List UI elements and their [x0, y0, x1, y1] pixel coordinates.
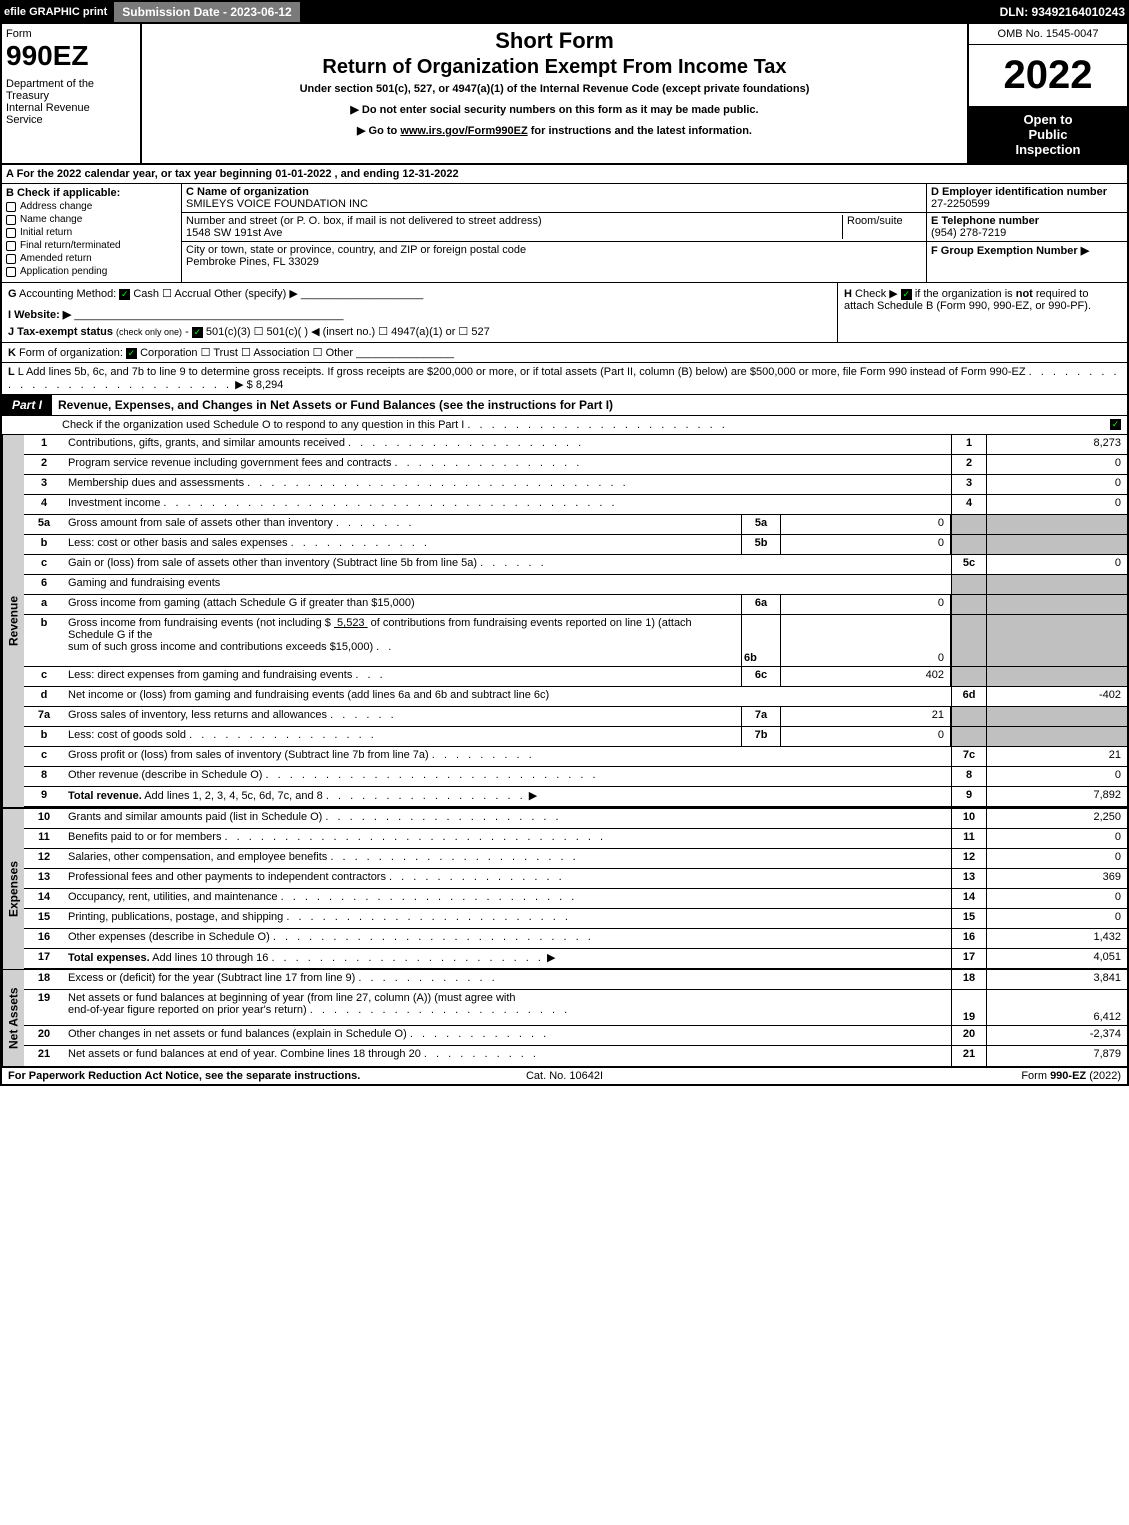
line-13: 13 Professional fees and other payments … — [24, 869, 1127, 889]
header-right: OMB No. 1545-0047 2022 Open to Public In… — [967, 24, 1127, 163]
section-b: B Check if applicable: Address change Na… — [2, 184, 182, 282]
phone-value: (954) 278-7219 — [931, 227, 1006, 239]
dept-info: Department of theTreasuryInternal Revenu… — [6, 78, 136, 126]
expenses-side-label: Expenses — [2, 809, 24, 969]
line-4: 4 Investment income . . . . . . . . . . … — [24, 495, 1127, 515]
street-label: Number and street (or P. O. box, if mail… — [186, 215, 542, 227]
check-initial-return[interactable]: Initial return — [6, 227, 177, 238]
section-k: K Form of organization: ✓ Corporation ☐ … — [0, 343, 1129, 363]
check-name-change[interactable]: Name change — [6, 214, 177, 225]
section-l: L L Add lines 5b, 6c, and 7b to line 9 t… — [0, 363, 1129, 395]
open-line3: Inspection — [1015, 142, 1080, 157]
line-11: 11 Benefits paid to or for members . . .… — [24, 829, 1127, 849]
return-title: Return of Organization Exempt From Incom… — [150, 56, 959, 79]
line-6c: c Less: direct expenses from gaming and … — [24, 667, 1127, 687]
line-5a: 5a Gross amount from sale of assets othe… — [24, 515, 1127, 535]
check-application-pending[interactable]: Application pending — [6, 266, 177, 277]
part1-title: Revenue, Expenses, and Changes in Net As… — [52, 395, 1127, 415]
omb-number: OMB No. 1545-0047 — [969, 24, 1127, 45]
ein-value: 27-2250599 — [931, 198, 990, 210]
footer: For Paperwork Reduction Act Notice, see … — [0, 1067, 1129, 1086]
header-center: Short Form Return of Organization Exempt… — [142, 24, 967, 163]
line-1: 1 Contributions, gifts, grants, and simi… — [24, 435, 1127, 455]
check-amended-return[interactable]: Amended return — [6, 253, 177, 264]
line-6d: d Net income or (loss) from gaming and f… — [24, 687, 1127, 707]
line-6: 6 Gaming and fundraising events — [24, 575, 1127, 595]
line-15: 15 Printing, publications, postage, and … — [24, 909, 1127, 929]
line-5b: b Less: cost or other basis and sales ex… — [24, 535, 1127, 555]
form-number: 990EZ — [6, 40, 136, 72]
efile-label: efile GRAPHIC print — [4, 6, 107, 18]
section-a: A For the 2022 calendar year, or tax yea… — [0, 165, 1129, 184]
revenue-side-label: Revenue — [2, 435, 24, 807]
netassets-side-label: Net Assets — [2, 970, 24, 1066]
line-7c: c Gross profit or (loss) from sales of i… — [24, 747, 1127, 767]
form-label: Form — [6, 28, 136, 40]
line-5c: c Gain or (loss) from sale of assets oth… — [24, 555, 1127, 575]
footer-left: For Paperwork Reduction Act Notice, see … — [8, 1070, 379, 1082]
section-de: D Employer identification number 27-2250… — [927, 184, 1127, 282]
line-7b: b Less: cost of goods sold . . . . . . .… — [24, 727, 1127, 747]
short-form-title: Short Form — [150, 28, 959, 54]
instruction-2: ▶ Go to www.irs.gov/Form990EZ for instru… — [150, 124, 959, 137]
open-to-public: Open to Public Inspection — [969, 106, 1127, 163]
section-h: H Check ▶ ✓ if the organization is not r… — [837, 283, 1127, 342]
section-c: C Name of organization SMILEYS VOICE FOU… — [182, 184, 927, 282]
expenses-section: Expenses 10 Grants and similar amounts p… — [0, 807, 1129, 969]
city-value: Pembroke Pines, FL 33029 — [186, 256, 319, 268]
section-b-title: B Check if applicable: — [6, 187, 177, 199]
header-left: Form 990EZ Department of theTreasuryInte… — [2, 24, 142, 163]
open-line2: Public — [1028, 127, 1067, 142]
form-header: Form 990EZ Department of theTreasuryInte… — [0, 24, 1129, 165]
line-12: 12 Salaries, other compensation, and emp… — [24, 849, 1127, 869]
line-2: 2 Program service revenue including gove… — [24, 455, 1127, 475]
line-10: 10 Grants and similar amounts paid (list… — [24, 809, 1127, 829]
line-3: 3 Membership dues and assessments . . . … — [24, 475, 1127, 495]
line-8: 8 Other revenue (describe in Schedule O)… — [24, 767, 1127, 787]
line-14: 14 Occupancy, rent, utilities, and maint… — [24, 889, 1127, 909]
name-label: C Name of organization — [186, 186, 309, 198]
submission-date: Submission Date - 2023-06-12 — [113, 1, 300, 23]
ein-label: D Employer identification number — [931, 186, 1107, 198]
tax-year: 2022 — [969, 45, 1127, 106]
city-label: City or town, state or province, country… — [186, 244, 526, 256]
line-16: 16 Other expenses (describe in Schedule … — [24, 929, 1127, 949]
part1-label: Part I — [2, 395, 52, 415]
line-9: 9 Total revenue. Add lines 1, 2, 3, 4, 5… — [24, 787, 1127, 807]
org-name: SMILEYS VOICE FOUNDATION INC — [186, 198, 368, 210]
line-6a: a Gross income from gaming (attach Sched… — [24, 595, 1127, 615]
line-20: 20 Other changes in net assets or fund b… — [24, 1026, 1127, 1046]
room-label: Room/suite — [847, 215, 903, 227]
check-final-return[interactable]: Final return/terminated — [6, 240, 177, 251]
line-7a: 7a Gross sales of inventory, less return… — [24, 707, 1127, 727]
netassets-section: Net Assets 18 Excess or (deficit) for th… — [0, 969, 1129, 1067]
line-19: 19 Net assets or fund balances at beginn… — [24, 990, 1127, 1026]
check-address-change[interactable]: Address change — [6, 201, 177, 212]
section-gh: G Accounting Method: ✓ Cash ☐ Accrual Ot… — [0, 283, 1129, 343]
group-exemption-label: F Group Exemption Number ▶ — [931, 245, 1089, 257]
website-label: I Website: ▶ — [8, 309, 71, 321]
instruction-1: ▶ Do not enter social security numbers o… — [150, 103, 959, 116]
footer-center: Cat. No. 10642I — [379, 1070, 750, 1082]
under-section: Under section 501(c), 527, or 4947(a)(1)… — [150, 83, 959, 95]
main-info: B Check if applicable: Address change Na… — [0, 184, 1129, 283]
open-line1: Open to — [1023, 112, 1072, 127]
footer-right: Form 990-EZ (2022) — [750, 1070, 1121, 1082]
line-21: 21 Net assets or fund balances at end of… — [24, 1046, 1127, 1066]
line-6b: b Gross income from fundraising events (… — [24, 615, 1127, 667]
line-18: 18 Excess or (deficit) for the year (Sub… — [24, 970, 1127, 990]
line-17: 17 Total expenses. Add lines 10 through … — [24, 949, 1127, 969]
section-g: G Accounting Method: ✓ Cash ☐ Accrual Ot… — [2, 283, 837, 342]
top-bar: efile GRAPHIC print Submission Date - 20… — [0, 0, 1129, 24]
dln-label: DLN: 93492164010243 — [1000, 5, 1125, 19]
street-value: 1548 SW 191st Ave — [186, 227, 282, 239]
part1-check: Check if the organization used Schedule … — [0, 416, 1129, 435]
revenue-section: Revenue 1 Contributions, gifts, grants, … — [0, 435, 1129, 807]
phone-label: E Telephone number — [931, 215, 1039, 227]
